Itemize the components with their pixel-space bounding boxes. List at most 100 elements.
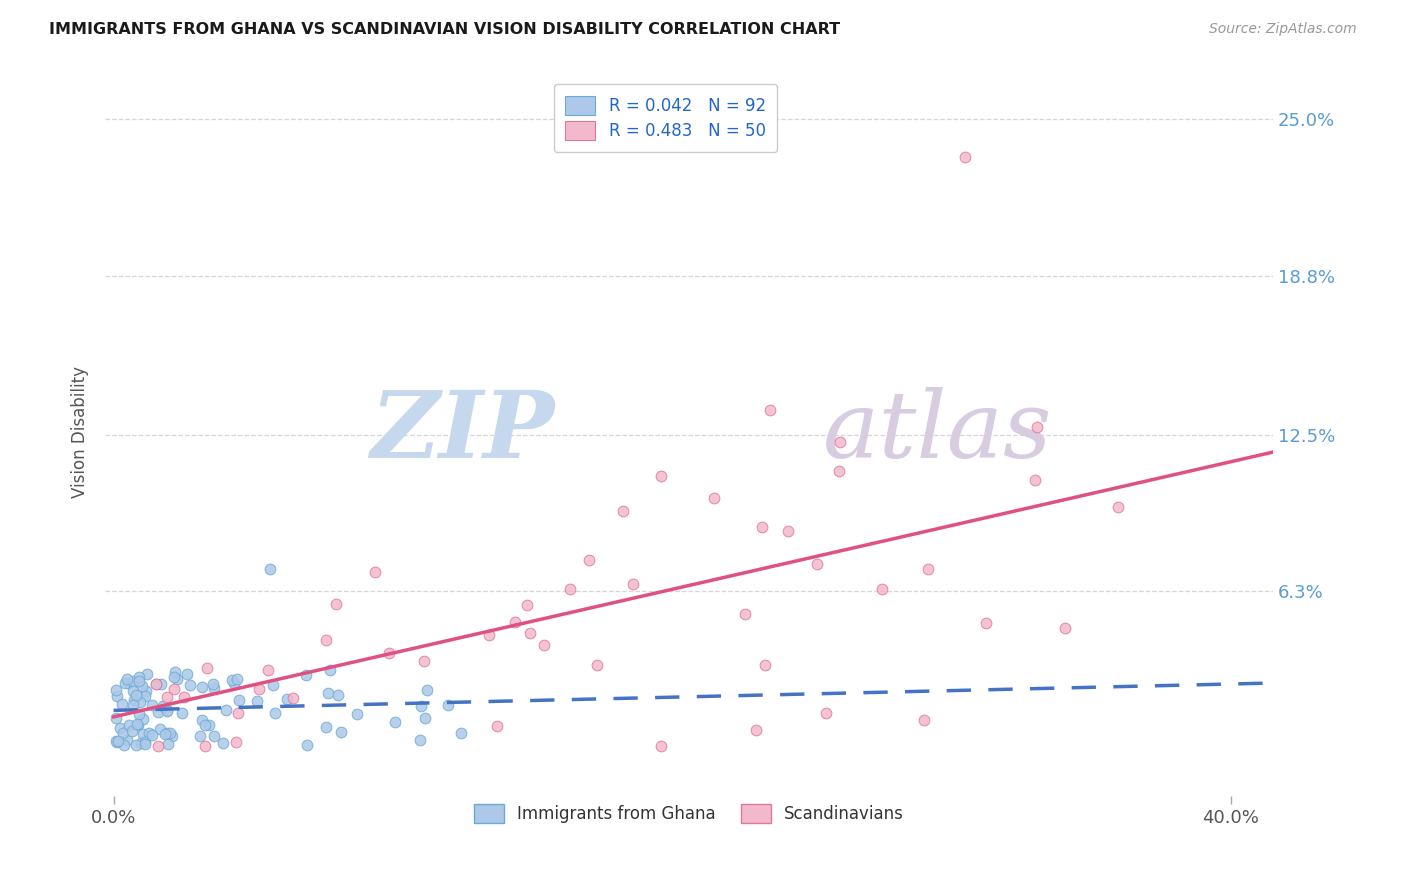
Point <box>195 661 218 675</box>
Point <box>759 402 782 417</box>
Point <box>163 682 186 697</box>
Point <box>650 739 672 753</box>
Point <box>141 728 163 742</box>
Point <box>917 562 939 576</box>
Point <box>703 491 725 505</box>
Point <box>409 699 432 714</box>
Point <box>152 698 174 713</box>
Point <box>112 725 135 739</box>
Point <box>197 718 219 732</box>
Point <box>146 739 169 753</box>
Point <box>215 703 238 717</box>
Point <box>225 735 247 749</box>
Point <box>751 519 773 533</box>
Text: Source: ZipAtlas.com: Source: ZipAtlas.com <box>1209 22 1357 37</box>
Point <box>325 598 347 612</box>
Point <box>157 737 180 751</box>
Point <box>776 524 799 538</box>
Point <box>191 714 214 728</box>
Point <box>131 711 153 725</box>
Point <box>955 150 977 164</box>
Point <box>115 672 138 686</box>
Point <box>134 737 156 751</box>
Point <box>148 705 170 719</box>
Point <box>318 686 340 700</box>
Point <box>134 689 156 703</box>
Point <box>326 688 349 702</box>
Point <box>122 673 145 688</box>
Point <box>516 598 538 612</box>
Point <box>586 657 609 672</box>
Point <box>111 697 134 711</box>
Point <box>478 628 501 642</box>
Point <box>141 698 163 712</box>
Point <box>1024 473 1046 487</box>
Point <box>163 669 186 683</box>
Point <box>145 677 167 691</box>
Point <box>228 692 250 706</box>
Point <box>173 690 195 704</box>
Point <box>621 577 644 591</box>
Text: ZIP: ZIP <box>370 387 555 477</box>
Point <box>145 677 167 691</box>
Point <box>191 680 214 694</box>
Point <box>105 689 128 703</box>
Point <box>315 633 337 648</box>
Point <box>409 733 432 747</box>
Point <box>1107 500 1129 514</box>
Point <box>149 722 172 736</box>
Point <box>135 684 157 698</box>
Point <box>221 673 243 687</box>
Point <box>176 667 198 681</box>
Point <box>828 435 851 450</box>
Point <box>160 729 183 743</box>
Point <box>384 714 406 729</box>
Point <box>155 727 177 741</box>
Point <box>806 558 828 572</box>
Point <box>105 711 128 725</box>
Point <box>121 698 143 713</box>
Point <box>450 726 472 740</box>
Point <box>578 553 600 567</box>
Point <box>156 704 179 718</box>
Point <box>1053 621 1076 635</box>
Legend: Immigrants from Ghana, Scandinavians: Immigrants from Ghana, Scandinavians <box>463 792 915 835</box>
Point <box>754 658 776 673</box>
Point <box>115 733 138 747</box>
Point <box>170 706 193 720</box>
Point <box>105 683 128 698</box>
Point <box>131 679 153 693</box>
Point <box>259 562 281 576</box>
Point <box>135 667 157 681</box>
Point <box>319 664 342 678</box>
Point <box>734 607 756 622</box>
Point <box>519 625 541 640</box>
Point <box>315 720 337 734</box>
Point <box>166 672 188 686</box>
Point <box>486 719 509 733</box>
Point <box>125 717 148 731</box>
Point <box>413 654 436 668</box>
Point <box>1026 419 1049 434</box>
Point <box>828 464 851 478</box>
Point <box>228 706 250 720</box>
Point <box>295 668 318 682</box>
Point <box>122 693 145 707</box>
Point <box>912 714 935 728</box>
Point <box>558 582 581 596</box>
Point <box>533 638 555 652</box>
Point <box>134 735 156 749</box>
Point <box>128 706 150 721</box>
Point <box>163 665 186 679</box>
Point <box>138 725 160 739</box>
Point <box>127 717 149 731</box>
Point <box>346 706 368 721</box>
Point <box>503 615 526 629</box>
Point <box>814 706 837 720</box>
Point <box>870 582 893 596</box>
Point <box>202 681 225 695</box>
Point <box>188 730 211 744</box>
Point <box>112 738 135 752</box>
Point <box>156 726 179 740</box>
Point <box>105 734 128 748</box>
